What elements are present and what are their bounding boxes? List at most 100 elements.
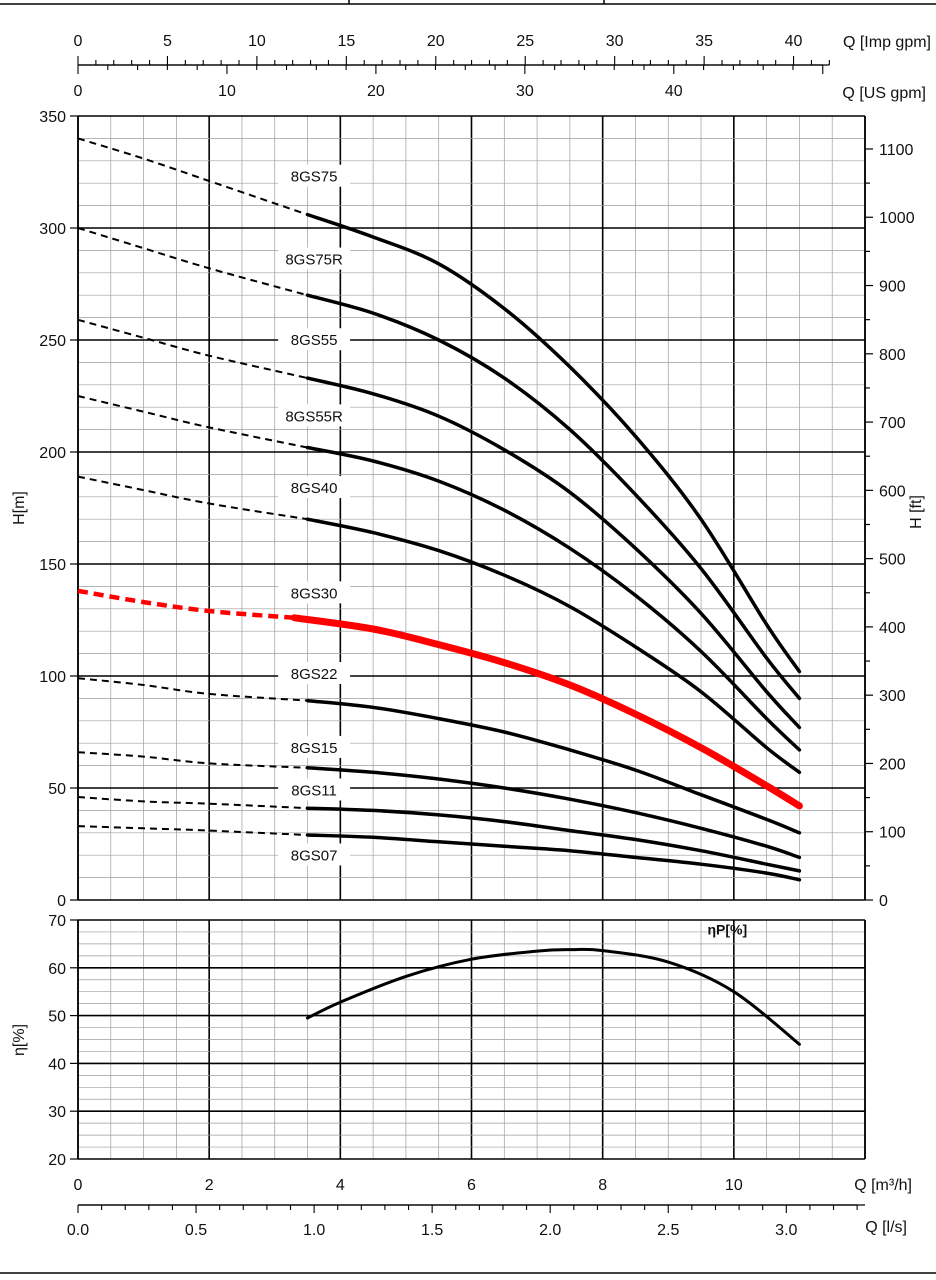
head-ft-tick-label: 1000 xyxy=(879,210,915,227)
curve-8gs30-solid xyxy=(290,614,803,810)
curve-8gs40-dashed xyxy=(77,475,308,521)
head-curves xyxy=(77,137,803,882)
axis-tick-label: 0.0 xyxy=(67,1222,89,1239)
efficiency-curve-path xyxy=(306,947,801,1046)
axis-tick-label: 40 xyxy=(665,83,683,100)
axis-tick-label: 30 xyxy=(516,83,534,100)
curve-label-8gs22: 8GS22 xyxy=(291,666,338,683)
head-ft-tick-label: 200 xyxy=(879,756,906,773)
head-y-tick-label: 50 xyxy=(48,781,66,798)
axis-tick-label: 0.5 xyxy=(185,1222,207,1239)
curve-label-8gs75: 8GS75 xyxy=(291,169,338,186)
head-ft-tick-label: 400 xyxy=(879,620,906,637)
curve-label-background xyxy=(278,735,351,758)
axis-tick-label: 2.5 xyxy=(657,1222,679,1239)
head-y-tick-label: 150 xyxy=(39,557,66,574)
curve-8gs07-solid xyxy=(305,833,802,882)
axis-tick-label: 30 xyxy=(606,33,624,50)
ls-axis-title: Q [l/s] xyxy=(865,1219,907,1236)
efficiency-y-tick-label: 60 xyxy=(48,961,66,978)
head-ft-tick-label: 600 xyxy=(879,483,906,500)
curve-8gs11-dashed xyxy=(77,796,308,810)
curve-label-background xyxy=(278,843,351,866)
axis-tick-label: 10 xyxy=(725,1177,743,1194)
axis-tick-label: 3.0 xyxy=(775,1222,797,1239)
axis-tick-label: 0 xyxy=(74,1177,83,1194)
m3h-axis-title: Q [m³/h] xyxy=(854,1177,912,1194)
head-chart: 0 50 100 150 200 250 300 350 0 100 200 300 400 500 600… xyxy=(11,109,925,910)
head-ft-tick-label: 700 xyxy=(879,415,906,432)
curve-8gs75r-dashed xyxy=(77,227,308,297)
axis-tick-label: 10 xyxy=(218,83,236,100)
head-y-axis-title: H[m] xyxy=(11,491,28,525)
head-ft-tick-label: 100 xyxy=(879,825,906,842)
axis-tick-label: 15 xyxy=(337,33,355,50)
efficiency-y-tick-label: 50 xyxy=(48,1009,66,1026)
axis-tick-label: 0 xyxy=(74,83,83,100)
curve-8gs55r-solid xyxy=(305,445,802,752)
head-y-tick-label: 0 xyxy=(57,893,66,910)
curve-label-background xyxy=(278,404,351,427)
axis-tick-label: 40 xyxy=(785,33,803,50)
efficiency-y-tick-label: 40 xyxy=(48,1056,66,1073)
m3h-axis: 0 2 4 6 8 10 Q [m³/h] xyxy=(74,1177,912,1206)
efficiency-y-tick-label: 20 xyxy=(48,1152,66,1169)
head-y-tick-label: 200 xyxy=(39,445,66,462)
curve-label-8gs75r: 8GS75R xyxy=(285,252,343,269)
efficiency-chart: 20 30 40 50 60 70 ηP[%] η[%] xyxy=(11,913,866,1169)
curve-8gs11-solid xyxy=(305,806,802,873)
us-gpm-axis-title: Q [US gpm] xyxy=(842,85,926,102)
axis-tick-label: 10 xyxy=(248,33,266,50)
efficiency-chart-grid xyxy=(77,919,866,1160)
axis-tick-label: 25 xyxy=(516,33,534,50)
head-ft-axis-title: H [ft] xyxy=(908,495,925,529)
efficiency-y-axis-title: η[%] xyxy=(11,1024,28,1056)
curve-label-8gs55r: 8GS55R xyxy=(285,408,343,425)
curve-label-8gs07: 8GS07 xyxy=(291,847,338,864)
curve-label-background xyxy=(278,164,351,187)
curve-label-8gs30: 8GS30 xyxy=(291,585,338,602)
curve-8gs55r-dashed xyxy=(77,395,308,449)
curve-8gs07-dashed xyxy=(77,825,308,836)
curve-label-8gs40: 8GS40 xyxy=(291,480,338,497)
head-chart-ticks: 0 50 100 150 200 250 300 350 0 100 200 300 400 500 600… xyxy=(39,109,914,910)
efficiency-y-tick-label: 30 xyxy=(48,1104,66,1121)
head-y-tick-label: 300 xyxy=(39,221,66,238)
curve-8gs75-solid xyxy=(305,212,802,674)
curve-label-background xyxy=(278,662,351,684)
axis-tick-label: 6 xyxy=(467,1177,476,1194)
curve-8gs75r-solid xyxy=(305,293,802,701)
head-curve-labels: 8GS75 8GS75R 8GS55 8GS55R 8GS40 8GS30 8GS22 8GS… xyxy=(278,164,351,866)
curve-8gs22-solid xyxy=(305,698,802,835)
us-gpm-axis: 0 10 20 30 40 Q [US gpm] xyxy=(74,64,926,102)
curve-label-background xyxy=(278,328,351,351)
head-y-tick-label: 100 xyxy=(39,669,66,686)
head-y-tick-label: 350 xyxy=(39,109,66,126)
curve-label-8gs15: 8GS15 xyxy=(291,740,338,757)
head-ft-tick-label: 500 xyxy=(879,552,906,569)
curve-8gs15-solid xyxy=(305,766,802,860)
curve-label-background xyxy=(278,778,351,801)
efficiency-curve-label: ηP[%] xyxy=(707,921,747,937)
curve-label-8gs11: 8GS11 xyxy=(291,782,337,799)
curve-8gs15-dashed xyxy=(77,751,308,769)
head-ft-tick-label: 900 xyxy=(879,279,906,296)
curve-label-background xyxy=(278,476,351,499)
head-chart-grid xyxy=(77,115,866,901)
head-ft-tick-label: 300 xyxy=(879,688,906,705)
axis-tick-label: 2 xyxy=(205,1177,214,1194)
axis-tick-label: 1.5 xyxy=(421,1222,443,1239)
ls-axis: 0.0 0.5 1.0 1.5 2.0 2.5 3.0 Q [l/s] xyxy=(67,1204,907,1239)
head-ft-tick-label: 0 xyxy=(879,893,888,910)
curve-8gs55-dashed xyxy=(77,318,308,380)
head-y-tick-label: 250 xyxy=(39,333,66,350)
axis-tick-label: 0 xyxy=(74,33,83,50)
axis-tick-label: 35 xyxy=(695,33,713,50)
axis-tick-label: 20 xyxy=(427,33,445,50)
axis-tick-label: 2.0 xyxy=(539,1222,561,1239)
imp-gpm-axis: 0 5 10 15 20 25 30 35 40 Q [Imp gpm] xyxy=(74,33,931,66)
curve-label-background xyxy=(278,247,351,270)
axis-tick-label: 1.0 xyxy=(303,1222,325,1239)
